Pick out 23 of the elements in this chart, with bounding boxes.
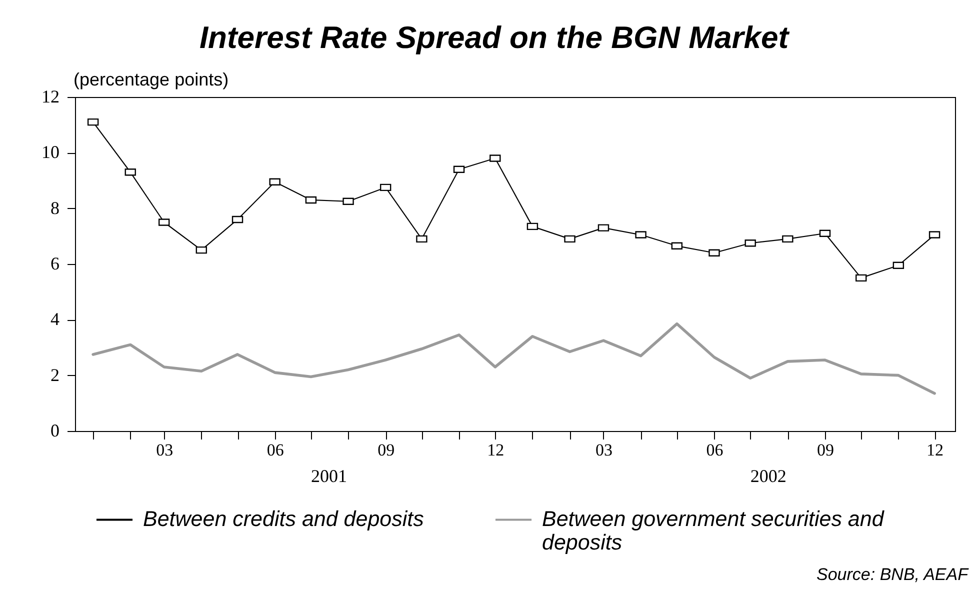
x-tick-label: 06 [266, 440, 284, 460]
x-tick-label: 09 [378, 440, 395, 460]
x-tick-label: 03 [156, 440, 174, 460]
source-note: Source: BNB, AEAF [816, 565, 970, 584]
y-tick-label: 10 [42, 142, 60, 162]
x-tick-label: 09 [816, 440, 834, 460]
x-tick-label: 12 [926, 440, 944, 460]
y-tick-label: 12 [42, 86, 60, 106]
legend-label: Between government securities and deposits [542, 506, 885, 554]
x2-tick-label: 2001 [311, 466, 348, 486]
y-tick-label: 8 [50, 198, 60, 218]
y-tick-label: 2 [50, 364, 60, 385]
legend-label: Between credits and deposits [143, 506, 424, 531]
y-axis-title: (percentage points) [74, 70, 229, 90]
x-tick-label: 12 [487, 440, 504, 460]
y-tick-label: 6 [50, 254, 60, 274]
chart-title: Interest Rate Spread on the BGN Market [199, 20, 790, 55]
y-tick-label: 4 [50, 309, 60, 330]
line-series [92, 322, 936, 395]
x-tick-label: 03 [595, 440, 612, 460]
x2-tick-label: 2002 [750, 466, 786, 486]
x-tick-label: 06 [706, 440, 724, 460]
y-tick-label: 0 [50, 420, 60, 440]
